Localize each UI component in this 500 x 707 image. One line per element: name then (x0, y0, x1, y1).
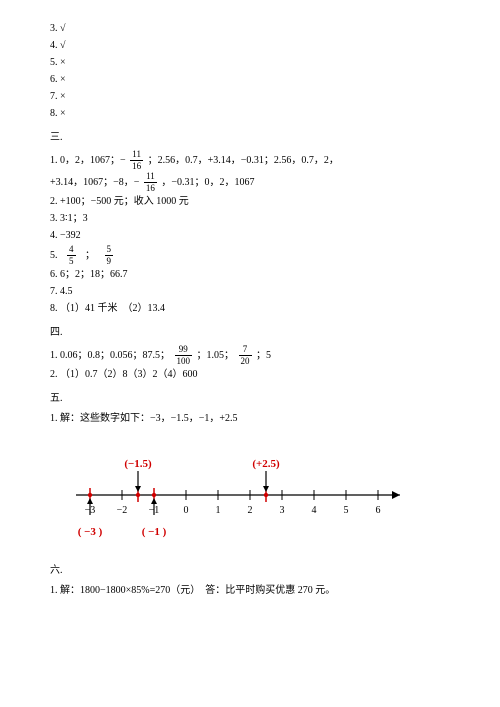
numerator: 11 (130, 150, 143, 161)
text: +3.14，1067；−8，− (50, 177, 139, 188)
item-4: 4. √ (50, 38, 460, 54)
section-4: 1. 0.06；0.8；0.056；87.5； 99 100 ；1.05； 7 … (50, 345, 460, 383)
item-3: 3. √ (50, 21, 460, 37)
numerator: 5 (105, 245, 114, 256)
svg-text:(+2.5): (+2.5) (252, 458, 280, 470)
svg-text:0: 0 (184, 505, 189, 516)
s3-line4: 3. 3∶1；3 (50, 211, 460, 227)
fraction: 11 16 (130, 150, 143, 171)
s3-line7: 6. 6；2；18；66.7 (50, 267, 460, 283)
svg-text:( −3 ): ( −3 ) (78, 526, 103, 538)
numerator: 4 (67, 245, 76, 256)
s6-line1: 1. 解：1800−1800×85%=270（元） 答：比平时购买优惠 270 … (50, 583, 460, 599)
denominator: 16 (144, 183, 157, 193)
s3-line1: 1. 0，2，1067；− 11 16 ；2.56，0.7，+3.14，−0.3… (50, 150, 460, 171)
s5-line1: 1. 解：这些数字如下：−3，−1.5，−1，+2.5 (50, 411, 460, 427)
fraction: 99 100 (175, 345, 193, 366)
section-6: 1. 解：1800−1800×85%=270（元） 答：比平时购买优惠 270 … (50, 583, 460, 599)
item-5: 5. × (50, 55, 460, 71)
denominator: 16 (130, 161, 143, 171)
section-5-head: 五. (50, 391, 460, 407)
svg-text:−2: −2 (117, 505, 128, 516)
s4-line1: 1. 0.06；0.8；0.056；87.5； 99 100 ；1.05； 7 … (50, 345, 460, 366)
svg-text:6: 6 (376, 505, 381, 516)
s3-line2: +3.14，1067；−8，− 11 16 ，−0.31；0，2，1067 (50, 172, 460, 193)
item-6: 6. × (50, 72, 460, 88)
text: ；2.56，0.7，+3.14，−0.31；2.56，0.7，2， (148, 155, 339, 166)
denominator: 20 (239, 356, 252, 366)
section-2-tail: 3. √ 4. √ 5. × 6. × 7. × 8. × (50, 21, 460, 122)
text: 1. 0，2，1067；− (50, 155, 126, 166)
text: 1. 0.06；0.8；0.056；87.5； (50, 350, 170, 361)
s3-line8: 7. 4.5 (50, 284, 460, 300)
fraction: 11 16 (144, 172, 157, 193)
svg-text:( −1 ): ( −1 ) (142, 526, 167, 538)
denominator: 100 (175, 356, 193, 366)
svg-text:5: 5 (344, 505, 349, 516)
svg-text:4: 4 (312, 505, 317, 516)
section-5: 1. 解：这些数字如下：−3，−1.5，−1，+2.5 −3−2−1012345… (50, 411, 460, 555)
numerator: 99 (175, 345, 193, 356)
svg-text:3: 3 (280, 505, 285, 516)
s3-line6: 5. 4 5 ； 5 9 (50, 245, 460, 266)
s4-line2: 2. （1）0.7（2）8（3）2（4）600 (50, 367, 460, 383)
s3-line5: 4. −392 (50, 228, 460, 244)
fraction: 4 5 (67, 245, 76, 266)
fraction: 5 9 (105, 245, 114, 266)
number-line-diagram: −3−2−10123456(−1.5)(+2.5)( −3 )( −1 ) (60, 435, 440, 555)
text: ；5 (256, 350, 271, 361)
text: ； (85, 250, 95, 261)
numerator: 7 (239, 345, 252, 356)
text: 5. (50, 250, 58, 261)
s3-line3: 2. +100；−500 元；收入 1000 元 (50, 194, 460, 210)
section-3-head: 三. (50, 130, 460, 146)
section-4-head: 四. (50, 325, 460, 341)
item-7: 7. × (50, 89, 460, 105)
svg-text:1: 1 (216, 505, 221, 516)
denominator: 5 (67, 256, 76, 266)
text: ；1.05； (197, 350, 235, 361)
svg-text:(−1.5): (−1.5) (124, 458, 152, 470)
text: ，−0.31；0，2，1067 (161, 177, 254, 188)
section-3: 1. 0，2，1067；− 11 16 ；2.56，0.7，+3.14，−0.3… (50, 150, 460, 317)
fraction: 7 20 (239, 345, 252, 366)
svg-text:2: 2 (248, 505, 253, 516)
item-8: 8. × (50, 106, 460, 122)
numerator: 11 (144, 172, 157, 183)
section-6-head: 六. (50, 563, 460, 579)
number-line-svg: −3−2−10123456(−1.5)(+2.5)( −3 )( −1 ) (60, 435, 440, 555)
s3-line9: 8. （1）41 千米 （2）13.4 (50, 301, 460, 317)
denominator: 9 (105, 256, 114, 266)
